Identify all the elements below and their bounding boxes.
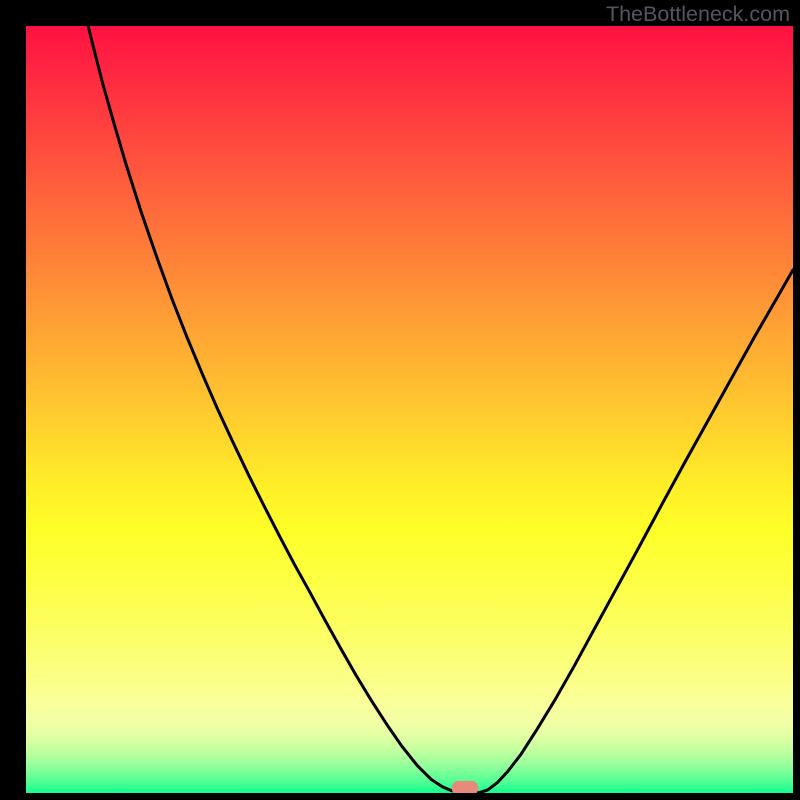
optimum-marker xyxy=(452,780,479,793)
chart-container: TheBottleneck.com xyxy=(0,0,800,800)
plot-area xyxy=(26,26,793,793)
watermark-text: TheBottleneck.com xyxy=(606,2,790,27)
curve-layer xyxy=(26,26,793,793)
bottleneck-curve xyxy=(88,26,793,793)
